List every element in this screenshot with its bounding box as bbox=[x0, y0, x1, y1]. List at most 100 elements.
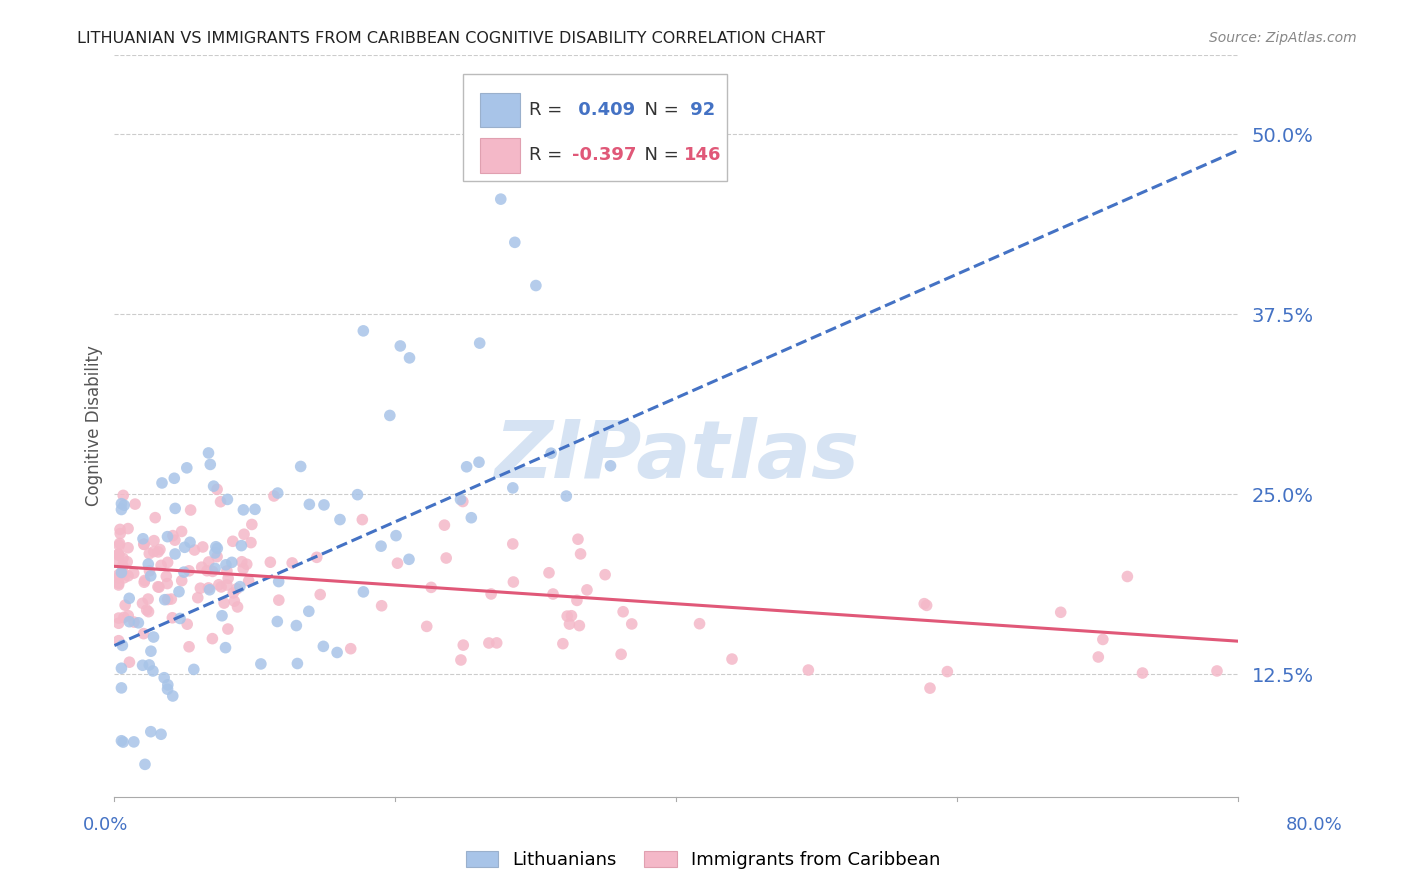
Point bbox=[112, 610, 135, 624]
Point bbox=[1091, 632, 1114, 647]
Point bbox=[156, 555, 179, 569]
Point bbox=[138, 657, 160, 672]
Point bbox=[326, 645, 349, 659]
Point bbox=[267, 574, 290, 589]
Point bbox=[134, 757, 156, 772]
Point bbox=[111, 639, 134, 653]
Point bbox=[239, 535, 262, 549]
Point bbox=[568, 618, 591, 632]
Text: -0.397: -0.397 bbox=[572, 146, 637, 164]
Point bbox=[555, 609, 578, 624]
Point bbox=[266, 615, 288, 629]
Point bbox=[134, 574, 156, 588]
Point bbox=[111, 551, 134, 566]
Text: 0.409: 0.409 bbox=[572, 102, 636, 120]
Point bbox=[479, 587, 502, 601]
Point bbox=[108, 538, 131, 552]
Point bbox=[118, 591, 141, 606]
Point bbox=[124, 497, 146, 511]
Point bbox=[118, 655, 141, 669]
Point bbox=[569, 547, 592, 561]
Point bbox=[250, 657, 273, 671]
Point bbox=[122, 566, 145, 581]
Point bbox=[468, 336, 491, 351]
Point bbox=[201, 565, 224, 579]
Point bbox=[352, 324, 374, 338]
Point bbox=[217, 492, 239, 507]
Point bbox=[918, 681, 941, 695]
Point bbox=[110, 497, 132, 511]
Point bbox=[155, 569, 177, 583]
Point bbox=[215, 578, 238, 592]
Point bbox=[478, 636, 501, 650]
Point bbox=[212, 596, 235, 610]
Point bbox=[689, 616, 711, 631]
Point bbox=[1049, 605, 1071, 619]
Point bbox=[208, 578, 231, 592]
Point bbox=[524, 278, 547, 293]
Point bbox=[153, 592, 176, 607]
Point bbox=[139, 724, 162, 739]
Point bbox=[541, 587, 564, 601]
Point bbox=[215, 564, 238, 578]
Point bbox=[236, 558, 259, 572]
Point bbox=[107, 578, 129, 592]
Point bbox=[217, 622, 239, 636]
Text: ZIPatlas: ZIPatlas bbox=[494, 417, 859, 494]
Point bbox=[117, 522, 139, 536]
Point bbox=[936, 665, 959, 679]
Point bbox=[138, 605, 160, 619]
Point bbox=[389, 339, 412, 353]
Point bbox=[1116, 569, 1139, 583]
Point bbox=[209, 494, 232, 508]
Point bbox=[243, 502, 266, 516]
Point bbox=[339, 641, 361, 656]
Point bbox=[226, 599, 249, 614]
Point bbox=[118, 615, 141, 629]
Point bbox=[352, 585, 374, 599]
Point bbox=[163, 533, 186, 548]
Point bbox=[117, 569, 139, 583]
Point bbox=[201, 632, 224, 646]
FancyBboxPatch shape bbox=[479, 138, 520, 172]
Point bbox=[204, 546, 226, 560]
Point bbox=[110, 502, 132, 516]
Point bbox=[132, 537, 155, 551]
Point bbox=[110, 661, 132, 675]
Text: R =: R = bbox=[529, 146, 568, 164]
Point bbox=[183, 662, 205, 676]
Point bbox=[205, 549, 228, 564]
Point bbox=[398, 552, 420, 566]
Point bbox=[434, 551, 457, 566]
Point bbox=[217, 571, 239, 585]
Point bbox=[110, 681, 132, 695]
Point bbox=[456, 459, 478, 474]
Point bbox=[136, 557, 159, 571]
Point bbox=[309, 588, 332, 602]
Point bbox=[290, 459, 312, 474]
Point bbox=[134, 575, 156, 590]
Point bbox=[112, 571, 135, 585]
Point bbox=[176, 460, 198, 475]
Point bbox=[215, 558, 238, 572]
Point bbox=[195, 564, 218, 578]
Point bbox=[139, 569, 162, 583]
Point bbox=[229, 580, 252, 594]
Point bbox=[298, 604, 321, 618]
Point bbox=[138, 547, 160, 561]
Point bbox=[107, 547, 129, 561]
Point bbox=[183, 543, 205, 558]
Point bbox=[156, 678, 179, 692]
Point bbox=[1087, 650, 1109, 665]
Point bbox=[187, 591, 209, 605]
Point bbox=[179, 535, 201, 549]
Point bbox=[111, 558, 134, 573]
Point bbox=[575, 582, 598, 597]
Point bbox=[149, 542, 172, 557]
Point bbox=[287, 657, 309, 671]
Point bbox=[190, 560, 212, 574]
Text: R =: R = bbox=[529, 102, 568, 120]
Point bbox=[558, 617, 581, 632]
Point bbox=[197, 446, 219, 460]
Point bbox=[202, 479, 225, 493]
